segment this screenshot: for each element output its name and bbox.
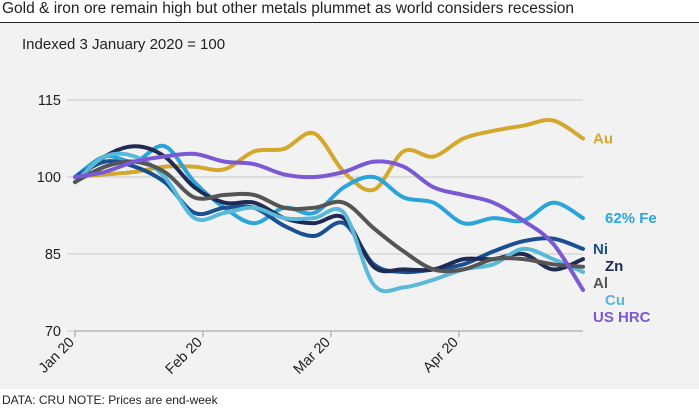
- series-line-62-fe: [73, 143, 585, 226]
- series-line-us-hrc: [73, 151, 585, 292]
- series-label-ni: Ni: [593, 241, 608, 258]
- x-tick-label: Jan 20: [36, 335, 78, 377]
- series-line-al: [73, 159, 585, 274]
- series-lines: [73, 118, 585, 294]
- series-label-62-fe: 62% Fe: [605, 210, 657, 227]
- title-divider: [0, 22, 699, 23]
- x-tick-label: Apr 20: [420, 335, 462, 377]
- chart-title: Gold & iron ore remain high but other me…: [2, 0, 575, 17]
- x-tick-labels: Jan 20 Feb 20 Mar 20 Apr 20: [36, 331, 462, 378]
- series-label-cu: Cu: [605, 292, 625, 309]
- y-tick-label: 115: [38, 93, 61, 109]
- chart-subtitle: Indexed 3 January 2020 = 100: [22, 36, 226, 53]
- series-line-cu: [73, 151, 585, 294]
- series-label-al: Al: [593, 275, 608, 292]
- y-tick-labels: 70 85 100 115: [37, 93, 61, 340]
- series-label-au: Au: [593, 131, 613, 148]
- series-line-au: [73, 118, 585, 193]
- y-tick-label: 100: [37, 170, 61, 186]
- series-label-us-hrc: US HRC: [593, 309, 651, 326]
- chart-footer: DATA: CRU NOTE: Prices are end-week: [2, 393, 218, 407]
- series-line-ni: [73, 159, 585, 275]
- x-tick-label: Mar 20: [291, 335, 334, 378]
- series-label-zn: Zn: [605, 258, 623, 275]
- x-tick-label: Feb 20: [163, 335, 206, 378]
- y-tick-label: 85: [45, 247, 61, 263]
- y-tick-label: 70: [45, 324, 61, 340]
